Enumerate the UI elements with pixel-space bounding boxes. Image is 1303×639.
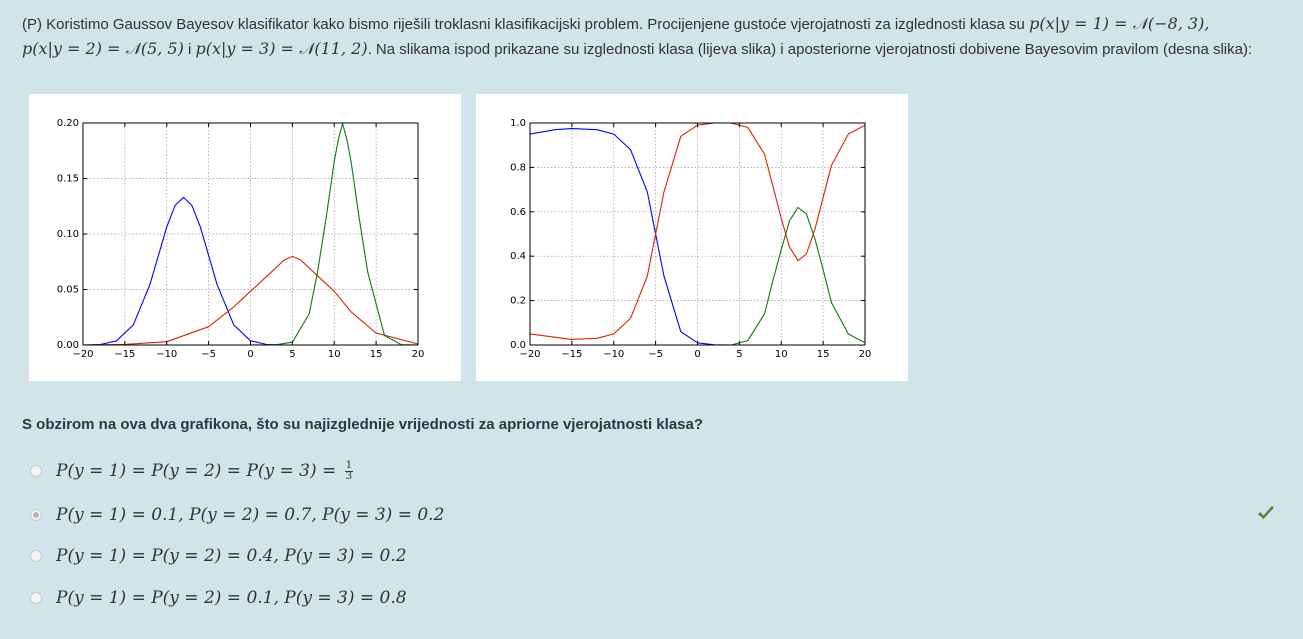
x-tick-label: −10 — [156, 349, 177, 360]
x-tick-label: 20 — [412, 349, 425, 360]
x-tick-label: −5 — [201, 349, 216, 360]
likelihood-class1: p(x|y = 1) = 𝒩(−8, 3), — [1029, 14, 1210, 33]
y-tick-label: 0.8 — [510, 162, 526, 173]
x-tick-label: −15 — [561, 349, 582, 360]
x-tick-label: 0 — [694, 349, 700, 360]
posterior-chart-box: −20 −15 −10 −5 0 5 10 15 20 0.0 0.2 0.4 0.6 0.8 1.0 — [476, 94, 908, 381]
x-tick-label: 10 — [775, 349, 788, 360]
option-4[interactable]: P(y = 1) = P(y = 2) = 0.1, P(y = 3) = 0.… — [30, 585, 407, 611]
y-tick-label: 0.4 — [510, 251, 526, 262]
option-3-radio[interactable] — [30, 550, 42, 562]
x-tick-label: −20 — [519, 349, 540, 360]
x-tick-label: 15 — [817, 349, 830, 360]
option-1-radio[interactable] — [30, 465, 42, 477]
y-tick-label: 0.6 — [510, 207, 526, 218]
likelihood-class2: p(x|y = 2) = 𝒩(5, 5) — [22, 39, 184, 58]
y-tick-label: 1.0 — [510, 118, 526, 129]
posterior-chart: −20 −15 −10 −5 0 5 10 15 20 0.0 0.2 0.4 0.6 0.8 1.0 — [510, 118, 872, 360]
x-tick-label: 15 — [370, 349, 383, 360]
y-tick-label: 0.20 — [57, 118, 79, 129]
y-tick-label: 0.2 — [510, 296, 526, 307]
series-3-line — [250, 123, 419, 346]
option-3[interactable]: P(y = 1) = P(y = 2) = 0.4, P(y = 3) = 0.… — [30, 543, 407, 569]
y-tick-label: 0.10 — [57, 229, 79, 240]
prior-question: S obzirom na ova dva grafikona, što su n… — [22, 416, 704, 433]
option-2-label: P(y = 1) = 0.1, P(y = 2) = 0.7, P(y = 3)… — [56, 505, 445, 525]
y-tick-label: 0.05 — [57, 285, 79, 296]
question-intro: (P) Koristimo Gaussov Bayesov klasifikat… — [22, 16, 1030, 33]
question-and: i — [183, 41, 196, 58]
x-tick-label: 5 — [736, 349, 742, 360]
question-tail: . Na slikama ispod prikazane su izgledno… — [367, 41, 1253, 58]
x-tick-label: 10 — [328, 349, 341, 360]
likelihood-chart: −20 −15 −10 −5 0 5 10 15 20 0.00 0.05 0.10 0.15 0.20 — [57, 118, 425, 360]
option-2-radio[interactable] — [30, 509, 42, 521]
option-3-label: P(y = 1) = P(y = 2) = 0.4, P(y = 3) = 0.… — [56, 546, 407, 566]
series-3-line — [530, 206, 866, 346]
series-1-line — [82, 196, 285, 346]
series-2-line — [82, 255, 419, 346]
x-tick-label: 20 — [859, 349, 872, 360]
y-tick-label: 0.00 — [57, 340, 79, 351]
question-text: (P) Koristimo Gaussov Bayesov klasifikat… — [22, 12, 1282, 62]
correct-check-icon — [1258, 506, 1274, 519]
x-tick-label: −15 — [114, 349, 135, 360]
x-tick-label: 0 — [247, 349, 253, 360]
x-tick-label: −5 — [648, 349, 663, 360]
plot-frame — [529, 122, 866, 346]
y-tick-label: 0.15 — [57, 174, 79, 185]
y-tick-label: 0.0 — [510, 340, 526, 351]
x-tick-label: −10 — [603, 349, 624, 360]
option-2[interactable]: P(y = 1) = 0.1, P(y = 2) = 0.7, P(y = 3)… — [30, 502, 444, 528]
x-tick-label: −20 — [72, 349, 93, 360]
likelihood-chart-box: −20 −15 −10 −5 0 5 10 15 20 0.00 0.05 0.10 0.15 0.20 — [29, 94, 461, 381]
likelihood-class3: p(x|y = 3) = 𝒩(11, 2) — [195, 39, 368, 58]
option-4-radio[interactable] — [30, 592, 42, 604]
option-4-label: P(y = 1) = P(y = 2) = 0.1, P(y = 3) = 0.… — [56, 588, 407, 608]
x-tick-label: 5 — [289, 349, 295, 360]
